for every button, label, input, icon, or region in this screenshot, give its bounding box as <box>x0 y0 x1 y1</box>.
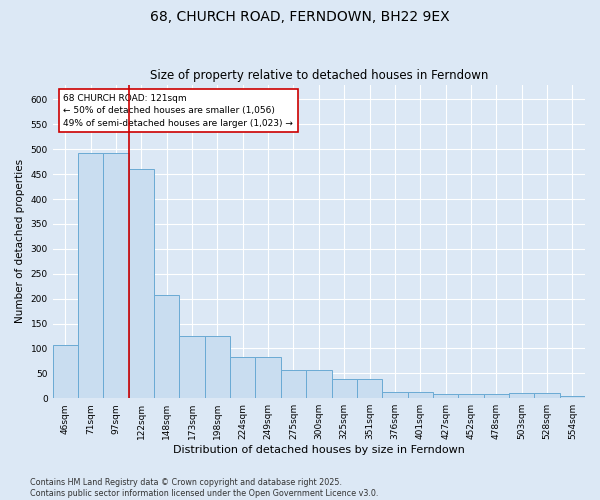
Bar <box>205 336 230 398</box>
Bar <box>281 370 306 398</box>
Bar <box>179 336 205 398</box>
Bar <box>306 370 332 398</box>
Bar <box>230 358 256 398</box>
Bar <box>256 358 281 398</box>
Text: Contains HM Land Registry data © Crown copyright and database right 2025.
Contai: Contains HM Land Registry data © Crown c… <box>30 478 379 498</box>
Bar <box>129 169 154 398</box>
Bar <box>154 295 179 398</box>
Bar <box>103 154 129 398</box>
Text: 68 CHURCH ROAD: 121sqm
← 50% of detached houses are smaller (1,056)
49% of semi-: 68 CHURCH ROAD: 121sqm ← 50% of detached… <box>64 94 293 128</box>
Bar <box>78 154 103 398</box>
Bar <box>332 380 357 398</box>
Bar <box>53 345 78 398</box>
Bar <box>407 392 433 398</box>
Text: 68, CHURCH ROAD, FERNDOWN, BH22 9EX: 68, CHURCH ROAD, FERNDOWN, BH22 9EX <box>150 10 450 24</box>
Bar <box>484 394 509 398</box>
Bar <box>458 394 484 398</box>
Bar <box>535 393 560 398</box>
Bar <box>560 396 585 398</box>
Y-axis label: Number of detached properties: Number of detached properties <box>15 160 25 324</box>
Bar <box>382 392 407 398</box>
Title: Size of property relative to detached houses in Ferndown: Size of property relative to detached ho… <box>149 69 488 82</box>
Bar <box>433 394 458 398</box>
X-axis label: Distribution of detached houses by size in Ferndown: Distribution of detached houses by size … <box>173 445 465 455</box>
Bar <box>509 393 535 398</box>
Bar <box>357 380 382 398</box>
